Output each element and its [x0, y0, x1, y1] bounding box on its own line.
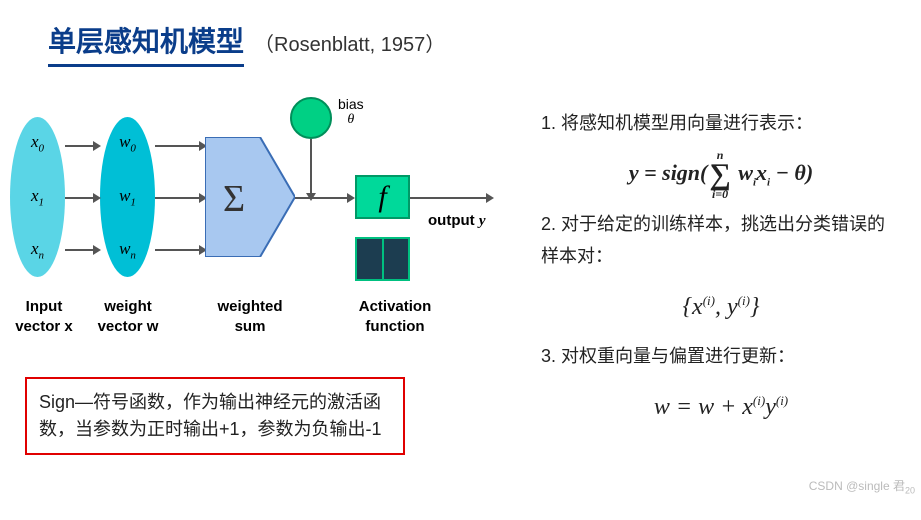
arrow-w1-sum — [155, 197, 201, 199]
arrow-sum-f — [295, 197, 349, 199]
sign-function-note: Sign—符号函数，作为输出神经元的激活函数，当参数为正时输出+1，参数为负输出… — [25, 377, 405, 455]
col-label-sum: weighted sum — [200, 297, 300, 336]
w0: w0 — [119, 132, 136, 154]
wn: wn — [119, 239, 136, 261]
perceptron-diagram: x0 x1 xn w0 w1 wn Σ bias θ f — [10, 97, 520, 347]
equation-3: w = w + x(i)y(i) — [541, 386, 901, 429]
mini-boxes — [355, 237, 410, 281]
arrow-output — [410, 197, 488, 199]
activation-f-box: f — [355, 175, 410, 219]
arrow-x1-w1 — [65, 197, 95, 199]
col-label-weight: weight vector w — [88, 297, 168, 336]
sigma-symbol: Σ — [223, 177, 245, 221]
weighted-sum-block: Σ — [205, 137, 295, 257]
title-main: 单层感知机模型 — [48, 20, 244, 67]
x1: x1 — [31, 186, 44, 208]
point-3: 3. 对权重向量与偏置进行更新： — [541, 340, 901, 372]
x0: x0 — [31, 132, 44, 154]
slide-content: x0 x1 xn w0 w1 wn Σ bias θ f — [0, 67, 921, 497]
input-vector-ellipse: x0 x1 xn — [10, 117, 65, 277]
arrow-w0-sum — [155, 145, 201, 147]
title-citation: （Rosenblatt, 1957） — [254, 28, 445, 57]
right-explanation: 1. 将感知机模型用向量进行表示： y = sign(∑ni=0 wixi − … — [541, 107, 901, 439]
point-1: 1. 将感知机模型用向量进行表示： — [541, 107, 901, 139]
weight-vector-ellipse: w0 w1 wn — [100, 117, 155, 277]
bias-arrow — [310, 139, 312, 195]
arrow-x0-w0 — [65, 145, 95, 147]
w1: w1 — [119, 186, 136, 208]
arrow-xn-wn — [65, 249, 95, 251]
bias-label: bias θ — [338, 97, 364, 128]
col-label-input: Input vector x — [4, 297, 84, 336]
equation-1: y = sign(∑ni=0 wixi − θ) — [541, 153, 901, 193]
point-2: 2. 对于给定的训练样本，挑选出分类错误的样本对： — [541, 208, 901, 273]
bias-circle — [290, 97, 332, 139]
equation-2: {x(i), y(i)} — [541, 286, 901, 329]
watermark: CSDN @single 君20 — [809, 477, 915, 495]
col-label-act: Activation function — [340, 297, 450, 336]
output-label: output y — [428, 212, 485, 230]
xn: xn — [31, 239, 44, 261]
arrow-wn-sum — [155, 249, 201, 251]
